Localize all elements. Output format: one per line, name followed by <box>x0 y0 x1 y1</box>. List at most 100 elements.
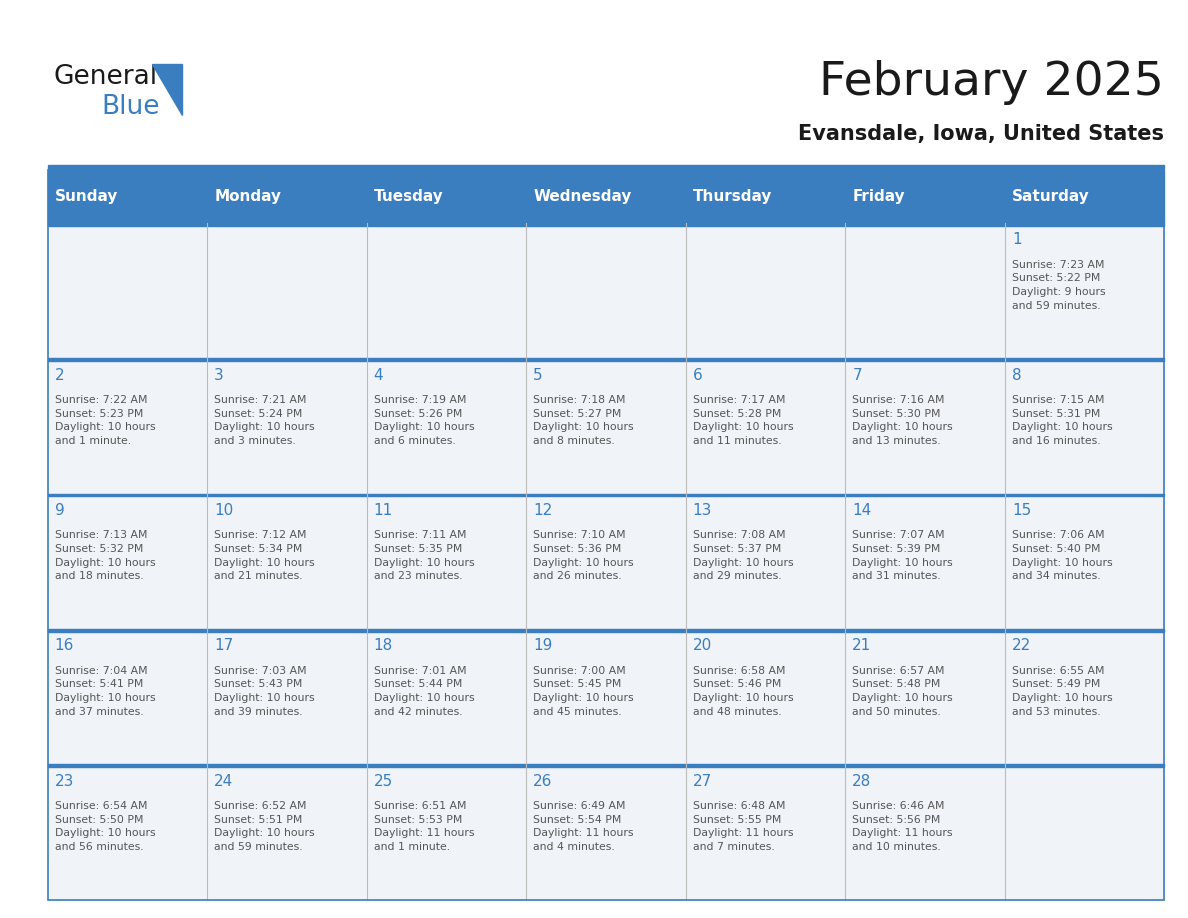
Bar <box>367 358 526 494</box>
Text: 6: 6 <box>693 367 702 383</box>
Text: 25: 25 <box>374 774 393 789</box>
Text: Sunrise: 6:46 AM
Sunset: 5:56 PM
Daylight: 11 hours
and 10 minutes.: Sunrise: 6:46 AM Sunset: 5:56 PM Dayligh… <box>852 801 953 852</box>
Bar <box>48 358 207 494</box>
Text: 24: 24 <box>214 774 233 789</box>
Bar <box>685 765 845 900</box>
Text: 7: 7 <box>852 367 862 383</box>
Bar <box>207 765 367 900</box>
Text: 22: 22 <box>1012 638 1031 654</box>
Bar <box>526 223 685 358</box>
Bar <box>207 629 367 765</box>
Text: 13: 13 <box>693 503 712 518</box>
Text: Sunrise: 6:52 AM
Sunset: 5:51 PM
Daylight: 10 hours
and 59 minutes.: Sunrise: 6:52 AM Sunset: 5:51 PM Dayligh… <box>214 801 315 852</box>
Bar <box>207 358 367 361</box>
Text: 8: 8 <box>1012 367 1022 383</box>
Bar <box>845 223 1005 226</box>
Text: 16: 16 <box>55 638 74 654</box>
Text: Sunrise: 6:55 AM
Sunset: 5:49 PM
Daylight: 10 hours
and 53 minutes.: Sunrise: 6:55 AM Sunset: 5:49 PM Dayligh… <box>1012 666 1112 717</box>
Text: Sunrise: 7:07 AM
Sunset: 5:39 PM
Daylight: 10 hours
and 31 minutes.: Sunrise: 7:07 AM Sunset: 5:39 PM Dayligh… <box>852 531 953 581</box>
Bar <box>48 223 207 358</box>
Text: Sunrise: 7:19 AM
Sunset: 5:26 PM
Daylight: 10 hours
and 6 minutes.: Sunrise: 7:19 AM Sunset: 5:26 PM Dayligh… <box>374 395 474 446</box>
Text: 26: 26 <box>533 774 552 789</box>
Bar <box>685 223 845 358</box>
Text: Sunrise: 6:51 AM
Sunset: 5:53 PM
Daylight: 11 hours
and 1 minute.: Sunrise: 6:51 AM Sunset: 5:53 PM Dayligh… <box>374 801 474 852</box>
Bar <box>845 629 1005 632</box>
Bar <box>1005 358 1164 361</box>
Text: Thursday: Thursday <box>693 189 772 204</box>
Bar <box>845 629 1005 765</box>
Text: Sunday: Sunday <box>55 189 118 204</box>
Bar <box>845 765 1005 900</box>
Text: Sunrise: 7:11 AM
Sunset: 5:35 PM
Daylight: 10 hours
and 23 minutes.: Sunrise: 7:11 AM Sunset: 5:35 PM Dayligh… <box>374 531 474 581</box>
Bar <box>1005 765 1164 900</box>
Text: 23: 23 <box>55 774 74 789</box>
Bar <box>526 223 685 226</box>
Text: Sunrise: 7:22 AM
Sunset: 5:23 PM
Daylight: 10 hours
and 1 minute.: Sunrise: 7:22 AM Sunset: 5:23 PM Dayligh… <box>55 395 156 446</box>
Bar <box>1005 223 1164 226</box>
Bar <box>1005 765 1164 767</box>
Bar <box>1005 629 1164 632</box>
Text: Sunrise: 7:08 AM
Sunset: 5:37 PM
Daylight: 10 hours
and 29 minutes.: Sunrise: 7:08 AM Sunset: 5:37 PM Dayligh… <box>693 531 794 581</box>
Bar <box>367 494 526 629</box>
Text: Sunrise: 6:57 AM
Sunset: 5:48 PM
Daylight: 10 hours
and 50 minutes.: Sunrise: 6:57 AM Sunset: 5:48 PM Dayligh… <box>852 666 953 717</box>
Text: 1: 1 <box>1012 232 1022 247</box>
Text: Sunrise: 7:16 AM
Sunset: 5:30 PM
Daylight: 10 hours
and 13 minutes.: Sunrise: 7:16 AM Sunset: 5:30 PM Dayligh… <box>852 395 953 446</box>
Text: 2: 2 <box>55 367 64 383</box>
Bar <box>48 765 207 767</box>
Bar <box>685 223 845 226</box>
Bar <box>1005 494 1164 497</box>
Text: Sunrise: 7:12 AM
Sunset: 5:34 PM
Daylight: 10 hours
and 21 minutes.: Sunrise: 7:12 AM Sunset: 5:34 PM Dayligh… <box>214 531 315 581</box>
Bar <box>685 629 845 632</box>
Text: 3: 3 <box>214 367 223 383</box>
Text: 28: 28 <box>852 774 872 789</box>
Bar <box>48 629 207 765</box>
Bar <box>685 629 845 765</box>
Bar <box>685 765 845 767</box>
Text: Monday: Monday <box>214 189 282 204</box>
Bar <box>48 358 207 361</box>
Bar <box>207 494 367 497</box>
Text: 14: 14 <box>852 503 872 518</box>
Bar <box>526 765 685 767</box>
Text: Sunrise: 7:10 AM
Sunset: 5:36 PM
Daylight: 10 hours
and 26 minutes.: Sunrise: 7:10 AM Sunset: 5:36 PM Dayligh… <box>533 531 634 581</box>
Text: Sunrise: 6:54 AM
Sunset: 5:50 PM
Daylight: 10 hours
and 56 minutes.: Sunrise: 6:54 AM Sunset: 5:50 PM Dayligh… <box>55 801 156 852</box>
Bar <box>48 494 207 629</box>
Text: Saturday: Saturday <box>1012 189 1089 204</box>
Text: Friday: Friday <box>852 189 905 204</box>
Bar <box>526 629 685 765</box>
Bar <box>526 494 685 629</box>
Bar <box>845 494 1005 497</box>
Text: Sunrise: 7:17 AM
Sunset: 5:28 PM
Daylight: 10 hours
and 11 minutes.: Sunrise: 7:17 AM Sunset: 5:28 PM Dayligh… <box>693 395 794 446</box>
Bar <box>367 223 526 358</box>
Bar <box>48 170 1164 900</box>
Bar <box>845 223 1005 358</box>
Text: 17: 17 <box>214 638 233 654</box>
Bar <box>685 494 845 497</box>
Text: 5: 5 <box>533 367 543 383</box>
Bar <box>207 765 367 767</box>
Bar <box>48 223 207 226</box>
Text: Sunrise: 7:15 AM
Sunset: 5:31 PM
Daylight: 10 hours
and 16 minutes.: Sunrise: 7:15 AM Sunset: 5:31 PM Dayligh… <box>1012 395 1112 446</box>
Bar <box>48 165 1164 169</box>
Text: General: General <box>53 64 158 90</box>
Bar <box>526 358 685 494</box>
Text: 19: 19 <box>533 638 552 654</box>
Text: Sunrise: 6:49 AM
Sunset: 5:54 PM
Daylight: 11 hours
and 4 minutes.: Sunrise: 6:49 AM Sunset: 5:54 PM Dayligh… <box>533 801 633 852</box>
Text: 15: 15 <box>1012 503 1031 518</box>
Bar <box>845 765 1005 767</box>
Text: Sunrise: 7:13 AM
Sunset: 5:32 PM
Daylight: 10 hours
and 18 minutes.: Sunrise: 7:13 AM Sunset: 5:32 PM Dayligh… <box>55 531 156 581</box>
Text: 21: 21 <box>852 638 872 654</box>
Bar <box>367 629 526 632</box>
Bar <box>845 358 1005 361</box>
Text: Sunrise: 7:01 AM
Sunset: 5:44 PM
Daylight: 10 hours
and 42 minutes.: Sunrise: 7:01 AM Sunset: 5:44 PM Dayligh… <box>374 666 474 717</box>
Bar <box>526 629 685 632</box>
Bar <box>207 358 367 494</box>
Text: 27: 27 <box>693 774 712 789</box>
Bar <box>367 765 526 767</box>
Bar <box>845 358 1005 494</box>
Bar <box>526 494 685 497</box>
Text: Evansdale, Iowa, United States: Evansdale, Iowa, United States <box>798 124 1164 144</box>
Bar <box>1005 358 1164 494</box>
Text: Sunrise: 7:18 AM
Sunset: 5:27 PM
Daylight: 10 hours
and 8 minutes.: Sunrise: 7:18 AM Sunset: 5:27 PM Dayligh… <box>533 395 634 446</box>
Bar <box>48 170 1164 223</box>
